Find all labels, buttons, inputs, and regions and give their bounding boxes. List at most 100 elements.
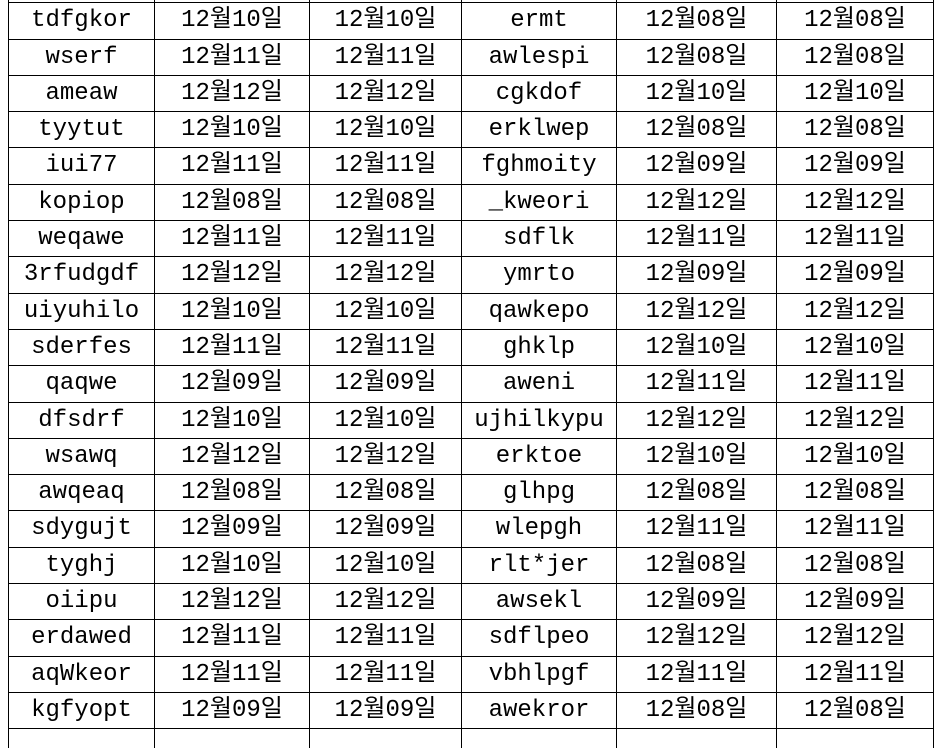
table-cell[interactable]: aqWkeor [8, 655, 155, 693]
table-cell[interactable]: 12월12일 [154, 583, 310, 621]
table-cell[interactable]: 12월12일 [616, 292, 777, 330]
table-cell[interactable]: wlepgh [461, 510, 617, 548]
table-cell[interactable]: 12월08일 [776, 38, 934, 76]
table-cell[interactable]: 12월09일 [616, 147, 777, 185]
table-cell[interactable]: 12월11일 [616, 655, 777, 693]
table-cell[interactable]: 12월11일 [776, 655, 934, 693]
table-cell[interactable]: 12월09일 [776, 147, 934, 185]
table-cell[interactable]: 12월10일 [616, 74, 777, 113]
table-cell[interactable]: _kweori [461, 183, 617, 222]
table-cell[interactable]: 12월08일 [616, 691, 777, 730]
table-cell[interactable]: 12월10일 [776, 328, 934, 367]
table-cell[interactable]: tyghj [8, 546, 155, 585]
table-cell[interactable]: 12월12일 [776, 619, 934, 657]
table-cell[interactable]: 12월10일 [776, 437, 934, 476]
table-cell[interactable]: vbhlpgf [461, 655, 617, 693]
table-cell[interactable]: uiyuhilo [8, 292, 155, 330]
table-cell[interactable]: 12월10일 [309, 292, 462, 330]
table-cell[interactable]: 12월10일 [309, 546, 462, 585]
table-cell[interactable]: 12월08일 [776, 546, 934, 585]
table-cell[interactable]: 3rfudgdf [8, 256, 155, 294]
table-cell[interactable]: 12월11일 [616, 365, 777, 403]
table-cell[interactable]: glhpg [461, 474, 617, 512]
table-cell[interactable]: 12월08일 [616, 111, 777, 149]
table-cell[interactable]: 12월09일 [154, 510, 310, 548]
table-cell[interactable]: 12월12일 [616, 619, 777, 657]
table-cell[interactable]: 12월08일 [776, 111, 934, 149]
table-cell[interactable]: 12월11일 [309, 328, 462, 367]
table-cell[interactable]: 12월10일 [616, 328, 777, 367]
table-cell[interactable]: 12월11일 [309, 220, 462, 258]
table-cell[interactable]: 12월08일 [309, 474, 462, 512]
table-cell[interactable]: 12월11일 [776, 510, 934, 548]
table-cell[interactable]: 12월08일 [154, 183, 310, 222]
table-cell[interactable]: 12월11일 [309, 147, 462, 185]
table-cell[interactable]: 12월12일 [309, 74, 462, 113]
table-cell[interactable]: 12월09일 [154, 365, 310, 403]
table-cell[interactable]: wsawq [8, 437, 155, 476]
table-cell[interactable]: 12월12일 [309, 437, 462, 476]
table-cell[interactable]: 12월08일 [616, 546, 777, 585]
table-cell[interactable]: 12월11일 [154, 38, 310, 76]
table-cell[interactable]: ymrto [461, 256, 617, 294]
table-cell[interactable]: 12월09일 [309, 365, 462, 403]
table-cell[interactable]: 12월08일 [776, 2, 934, 40]
table-cell[interactable]: 12월11일 [154, 147, 310, 185]
table-cell[interactable]: 12월12일 [616, 401, 777, 439]
table-cell[interactable]: ermt [461, 2, 617, 40]
table-cell[interactable]: kgfyopt [8, 691, 155, 730]
table-cell[interactable]: 12월08일 [776, 691, 934, 730]
table-cell[interactable]: fghmoity [461, 147, 617, 185]
table-cell[interactable]: aweni [461, 365, 617, 403]
table-cell[interactable]: ujhilkypu [461, 401, 617, 439]
table-cell[interactable]: 12월09일 [776, 583, 934, 621]
table-cell[interactable]: ghklp [461, 328, 617, 367]
table-cell[interactable]: weqawe [8, 220, 155, 258]
table-cell[interactable]: qaqwe [8, 365, 155, 403]
table-cell[interactable]: 12월11일 [154, 328, 310, 367]
table-cell[interactable]: 12월09일 [616, 583, 777, 621]
table-cell[interactable]: awlespi [461, 38, 617, 76]
table-cell[interactable]: wserf [8, 38, 155, 76]
table-cell[interactable]: sdflk [461, 220, 617, 258]
table-cell[interactable]: 12월10일 [154, 292, 310, 330]
table-cell[interactable]: 12월11일 [309, 619, 462, 657]
table-cell[interactable]: sdygujt [8, 510, 155, 548]
table-cell[interactable]: 12월12일 [154, 437, 310, 476]
table-cell[interactable]: 12월11일 [776, 365, 934, 403]
table-cell[interactable]: dfsdrf [8, 401, 155, 439]
table-cell[interactable]: rlt*jer [461, 546, 617, 585]
table-cell[interactable]: 12월09일 [309, 510, 462, 548]
table-cell[interactable]: 12월12일 [154, 256, 310, 294]
table-cell[interactable]: 12월10일 [154, 2, 310, 40]
table-cell[interactable]: kopiop [8, 183, 155, 222]
table-cell[interactable]: 12월11일 [616, 510, 777, 548]
table-cell[interactable]: awsekl [461, 583, 617, 621]
table-cell[interactable]: iui77 [8, 147, 155, 185]
table-cell[interactable]: 12월10일 [309, 2, 462, 40]
table-cell[interactable]: 12월12일 [776, 401, 934, 439]
table-cell[interactable]: 12월10일 [309, 401, 462, 439]
table-cell[interactable]: 12월11일 [154, 619, 310, 657]
table-cell[interactable]: 12월08일 [616, 38, 777, 76]
table-cell[interactable]: 12월09일 [309, 691, 462, 730]
table-cell[interactable]: erdawed [8, 619, 155, 657]
table-cell[interactable]: 12월11일 [309, 38, 462, 76]
table-cell[interactable]: tyytut [8, 111, 155, 149]
table-cell[interactable]: awqeaq [8, 474, 155, 512]
table-cell[interactable]: tdfgkor [8, 2, 155, 40]
table-cell[interactable]: awekror [461, 691, 617, 730]
table-cell[interactable]: sderfes [8, 328, 155, 367]
table-cell[interactable]: oiipu [8, 583, 155, 621]
table-cell[interactable]: 12월08일 [154, 474, 310, 512]
table-cell[interactable]: sdflpeo [461, 619, 617, 657]
table-cell[interactable]: 12월09일 [616, 256, 777, 294]
table-cell[interactable]: 12월11일 [154, 220, 310, 258]
table-cell[interactable]: 12월11일 [616, 220, 777, 258]
table-cell[interactable]: 12월10일 [154, 546, 310, 585]
table-cell[interactable]: 12월10일 [154, 401, 310, 439]
table-cell[interactable]: erktoe [461, 437, 617, 476]
table-cell[interactable]: 12월12일 [776, 292, 934, 330]
table-cell[interactable]: 12월12일 [309, 256, 462, 294]
table-cell[interactable]: qawkepo [461, 292, 617, 330]
